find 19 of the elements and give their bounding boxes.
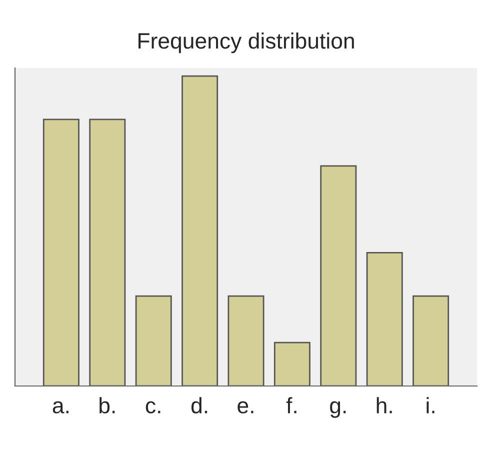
x-tick-label: a. [52,401,68,414]
x-tick-label: i. [426,397,434,414]
x-tick-label: g. [330,401,346,418]
bar [366,252,403,386]
x-tick-label: h. [376,397,392,414]
bar [135,295,172,386]
bar [412,295,450,386]
bar [320,165,357,386]
bar [42,118,80,386]
bar [89,118,126,386]
bar [274,342,310,386]
x-tick-label: e. [238,401,254,414]
bar [228,295,264,386]
x-tick-label: f. [286,397,296,414]
bar [182,75,218,386]
x-tick-label: b. [100,397,115,414]
chart-title: Frequency distribution [138,32,354,54]
x-tick-label: d. [191,397,208,414]
x-tick-label: c. [146,401,160,414]
